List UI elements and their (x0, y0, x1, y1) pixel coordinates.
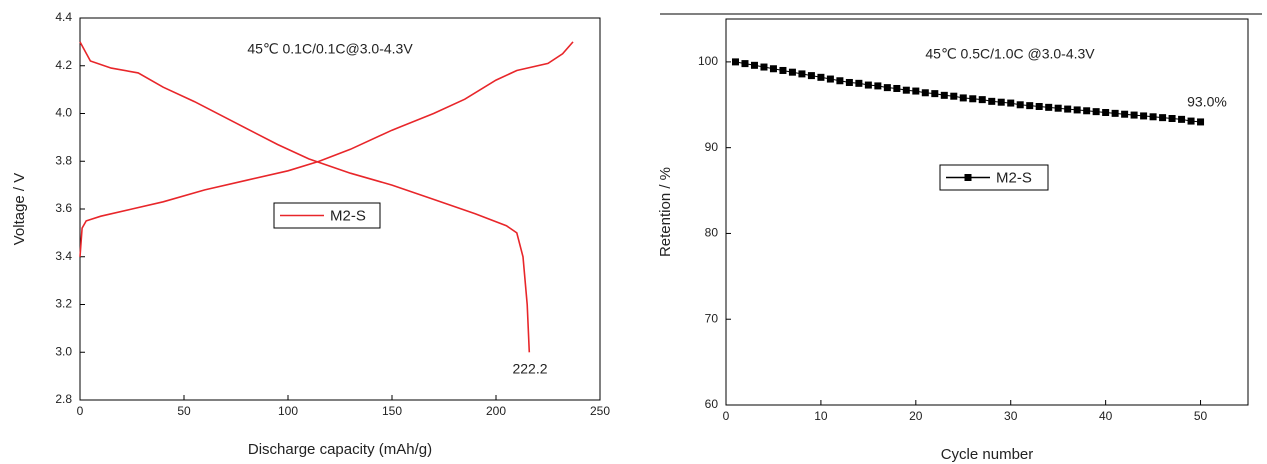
x-tick-label: 150 (382, 404, 402, 418)
marker (760, 63, 768, 71)
marker (940, 91, 948, 99)
marker (826, 75, 834, 83)
marker (798, 70, 806, 78)
x-tick-label: 250 (590, 404, 610, 418)
plot-frame (725, 18, 1249, 406)
marker (845, 78, 853, 86)
annotation: 45℃ 0.1C/0.1C@3.0-4.3V (247, 41, 413, 57)
legend-marker (964, 174, 972, 181)
marker (1064, 105, 1072, 113)
x-axis-label: Cycle number (941, 446, 1034, 463)
marker (997, 98, 1005, 106)
marker (1121, 110, 1129, 118)
marker (1083, 107, 1091, 115)
marker (1130, 111, 1138, 119)
series-line (79, 41, 531, 353)
annotation: 45℃ 0.5C/1.0C @3.0-4.3V (925, 46, 1095, 62)
y-tick-label: 3.4 (55, 249, 72, 263)
x-tick-label: 50 (177, 404, 191, 418)
marker (1197, 118, 1205, 126)
marker (1073, 106, 1081, 114)
marker (769, 65, 777, 73)
x-tick-label: 0 (723, 409, 730, 423)
x-tick-label: 40 (1099, 409, 1113, 423)
marker (855, 79, 863, 87)
marker (864, 81, 872, 89)
legend-label: M2-S (996, 169, 1032, 186)
y-tick-label: 4.0 (55, 106, 72, 120)
marker (1149, 113, 1157, 121)
y-axis-label: Voltage / V (11, 173, 28, 246)
x-tick-label: 10 (814, 409, 828, 423)
marker (874, 82, 882, 90)
marker (959, 94, 967, 102)
marker (1102, 108, 1110, 116)
marker (978, 96, 986, 104)
marker (902, 86, 910, 94)
marker (969, 95, 977, 103)
x-axis-label: Discharge capacity (mAh/g) (248, 441, 432, 458)
series-line (79, 41, 574, 257)
marker (788, 68, 796, 76)
y-tick-label: 2.8 (55, 392, 72, 406)
marker (1007, 99, 1015, 107)
marker (1092, 108, 1100, 116)
marker (807, 72, 815, 80)
marker (931, 90, 939, 98)
x-tick-label: 200 (486, 404, 506, 418)
y-tick-label: 4.4 (55, 10, 72, 24)
marker (1035, 102, 1043, 110)
marker (1016, 101, 1024, 109)
y-tick-label: 100 (698, 54, 718, 68)
marker (750, 61, 758, 69)
x-tick-label: 30 (1004, 409, 1018, 423)
marker (950, 92, 958, 100)
marker (1054, 104, 1062, 112)
marker (1111, 109, 1119, 117)
marker (1140, 112, 1148, 120)
y-axis-label: Retention / % (657, 167, 674, 257)
y-tick-label: 3.8 (55, 153, 72, 167)
y-tick-label: 60 (705, 397, 719, 411)
marker (741, 60, 749, 68)
x-tick-label: 50 (1194, 409, 1208, 423)
marker (1159, 114, 1167, 122)
y-tick-label: 3.6 (55, 201, 72, 215)
annotation: 222.2 (512, 361, 547, 377)
x-tick-label: 20 (909, 409, 923, 423)
marker (836, 77, 844, 85)
y-tick-label: 3.0 (55, 344, 72, 358)
y-tick-label: 3.2 (55, 297, 72, 311)
marker (1187, 117, 1195, 125)
y-tick-label: 70 (705, 311, 719, 325)
y-tick-label: 4.2 (55, 58, 72, 72)
legend-label: M2-S (330, 207, 366, 224)
marker (988, 97, 996, 105)
marker (817, 73, 825, 81)
marker (1026, 102, 1034, 110)
marker (731, 58, 739, 66)
x-tick-label: 100 (278, 404, 298, 418)
annotation: 93.0% (1187, 94, 1227, 110)
marker (893, 84, 901, 92)
marker (912, 87, 920, 95)
y-tick-label: 80 (705, 226, 719, 240)
marker (1168, 115, 1176, 123)
marker (883, 84, 891, 92)
marker (1178, 115, 1186, 123)
marker (1045, 103, 1053, 111)
marker (921, 89, 929, 97)
y-tick-label: 90 (705, 140, 719, 154)
x-tick-label: 0 (77, 404, 84, 418)
marker (779, 66, 787, 74)
